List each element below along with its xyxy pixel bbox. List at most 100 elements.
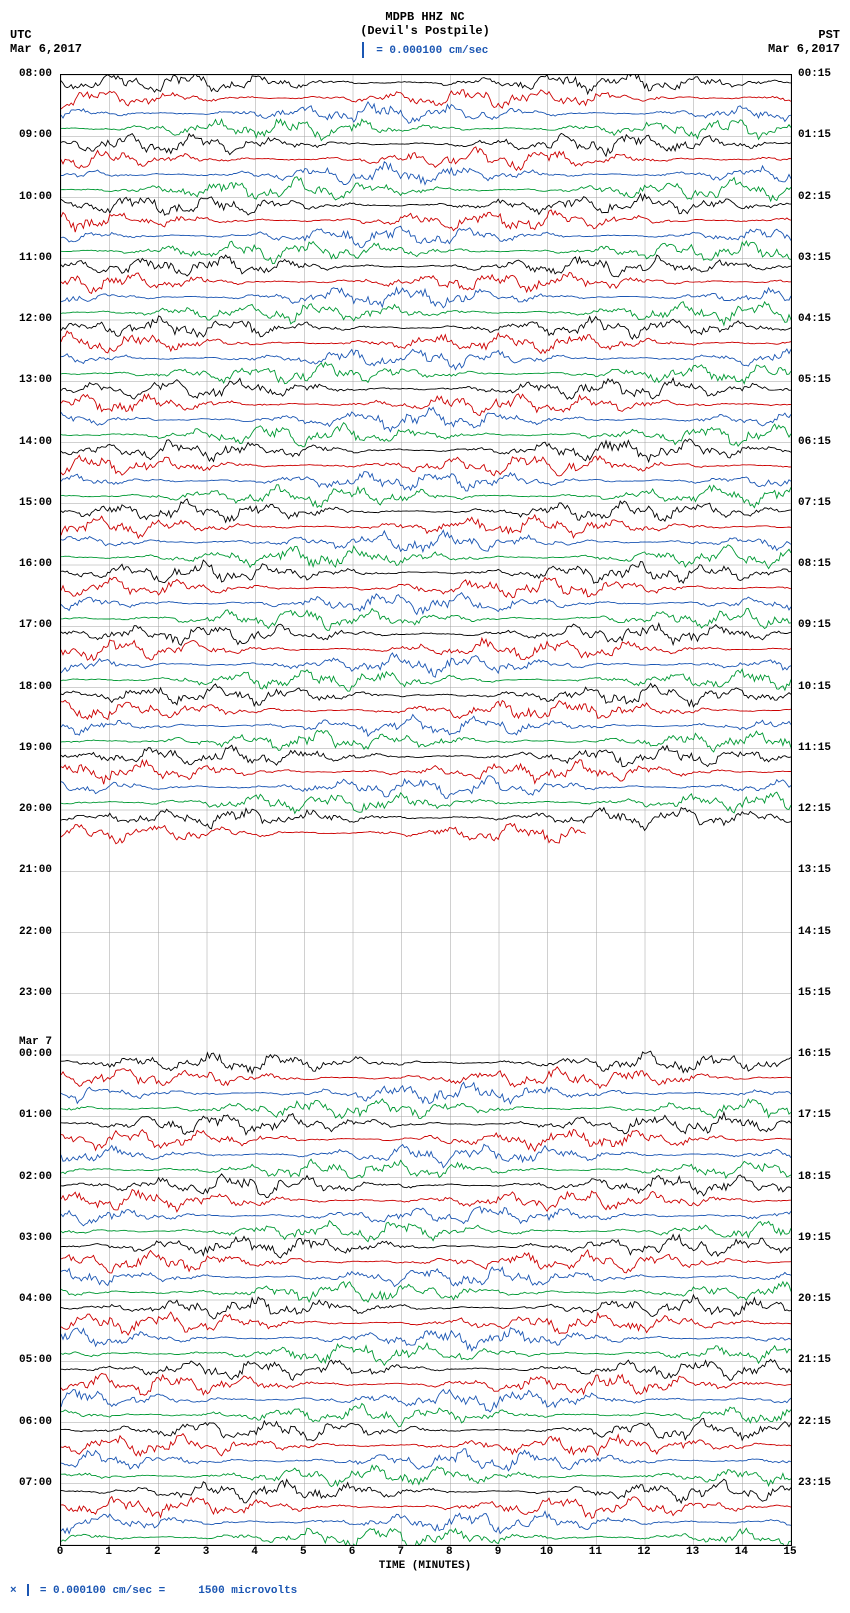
utc-hour-label: 20:00	[19, 803, 52, 815]
utc-hour-label: 19:00	[19, 742, 52, 754]
trace-line	[61, 760, 791, 784]
trace-line	[61, 288, 791, 308]
x-tick: 14	[735, 1546, 748, 1558]
trace-line	[61, 624, 791, 646]
utc-hour-label: 16:00	[19, 558, 52, 570]
pst-hour-label: 12:15	[798, 803, 831, 815]
left-time-labels: 08:0009:0010:0011:0012:0013:0014:0015:00…	[10, 74, 56, 1544]
trace-line	[61, 1235, 791, 1258]
trace-line	[61, 515, 791, 538]
trace-line	[61, 241, 791, 264]
utc-hour-label: 15:00	[19, 497, 52, 509]
trace-line	[61, 133, 791, 156]
utc-hour-label: 02:00	[19, 1171, 52, 1183]
footer-scale-suffix: 1500 microvolts	[198, 1585, 297, 1597]
pst-hour-label: 11:15	[798, 742, 831, 754]
utc-hour-label: 21:00	[19, 864, 52, 876]
trace-line	[61, 530, 791, 551]
scale-bar-icon	[362, 42, 364, 58]
x-tick: 8	[446, 1546, 453, 1558]
tz-right-label: PST	[768, 28, 840, 42]
trace-line	[61, 147, 791, 170]
pst-hour-label: 22:15	[798, 1416, 831, 1428]
tz-right: PST Mar 6,2017	[768, 28, 840, 56]
trace-line	[61, 1528, 791, 1545]
pst-hour-label: 04:15	[798, 313, 831, 325]
tz-left: UTC Mar 6,2017	[10, 28, 82, 56]
trace-line	[61, 1130, 791, 1152]
utc-hour-label: 22:00	[19, 926, 52, 938]
trace-line	[61, 1511, 791, 1533]
trace-line	[61, 1328, 791, 1351]
pst-hour-label: 09:15	[798, 619, 831, 631]
trace-line	[61, 808, 791, 831]
trace-line	[61, 776, 791, 799]
pst-hour-label: 03:15	[798, 252, 831, 264]
trace-line	[61, 1434, 791, 1456]
trace-line	[61, 1051, 791, 1073]
x-tick: 7	[397, 1546, 404, 1558]
pst-hour-label: 08:15	[798, 558, 831, 570]
footer-prefix-marker: ×	[10, 1585, 17, 1597]
trace-line	[61, 349, 791, 370]
x-tick: 1	[105, 1546, 112, 1558]
utc-hour-label: 17:00	[19, 619, 52, 631]
trace-line	[61, 1418, 791, 1441]
x-tick: 12	[637, 1546, 650, 1558]
footer-scale: × = 0.000100 cm/sec = 1500 microvolts	[10, 1584, 840, 1597]
trace-line	[61, 1390, 791, 1412]
pst-hour-label: 01:15	[798, 129, 831, 141]
trace-line	[61, 1295, 791, 1319]
trace-line	[61, 1465, 791, 1486]
trace-line	[61, 499, 791, 522]
location-line: (Devil's Postpile)	[10, 24, 840, 38]
helicorder-svg	[61, 75, 791, 1545]
trace-line	[61, 331, 791, 353]
x-tick: 3	[203, 1546, 210, 1558]
right-time-labels: 00:1501:1502:1503:1504:1505:1506:1507:15…	[794, 74, 840, 1544]
trace-line	[61, 1159, 791, 1178]
trace-line	[61, 1343, 791, 1365]
trace-line	[61, 638, 791, 660]
utc-hour-label: 04:00	[19, 1293, 52, 1305]
pst-hour-label: 15:15	[798, 987, 831, 999]
pst-hour-label: 02:15	[798, 191, 831, 203]
x-axis: TIME (MINUTES) 0123456789101112131415	[60, 1546, 790, 1576]
trace-line	[61, 669, 791, 691]
trace-line	[61, 194, 791, 215]
trace-line	[61, 1479, 791, 1503]
pst-hour-label: 19:15	[798, 1232, 831, 1244]
trace-line	[61, 1082, 791, 1103]
trace-line	[61, 407, 791, 431]
utc-hour-label: 05:00	[19, 1354, 52, 1366]
utc-hour-label: 14:00	[19, 436, 52, 448]
trace-line	[61, 1144, 791, 1167]
day-break-label: Mar 7	[19, 1036, 52, 1048]
utc-hour-label: 03:00	[19, 1232, 52, 1244]
tz-left-label: UTC	[10, 28, 82, 42]
trace-line	[61, 608, 791, 630]
trace-line	[61, 455, 791, 476]
trace-line	[61, 362, 791, 383]
helicorder-plot	[60, 74, 792, 1546]
pst-hour-label: 16:15	[798, 1048, 831, 1060]
utc-hour-label: 00:00	[19, 1048, 52, 1060]
trace-line	[61, 102, 791, 123]
seismogram-container: UTC Mar 6,2017 PST Mar 6,2017 MDPB HHZ N…	[10, 10, 840, 1597]
x-tick: 9	[495, 1546, 502, 1558]
x-tick: 5	[300, 1546, 307, 1558]
x-tick: 4	[251, 1546, 258, 1558]
trace-line	[61, 824, 586, 844]
x-axis-label: TIME (MINUTES)	[379, 1560, 471, 1572]
header: UTC Mar 6,2017 PST Mar 6,2017 MDPB HHZ N…	[10, 10, 840, 70]
footer-scale-prefix: = 0.000100 cm/sec =	[40, 1585, 165, 1597]
pst-hour-label: 21:15	[798, 1354, 831, 1366]
scale-line: = 0.000100 cm/sec	[10, 42, 840, 58]
trace-line	[61, 1099, 791, 1119]
x-tick: 11	[589, 1546, 602, 1558]
trace-line	[61, 75, 791, 94]
utc-hour-label: 10:00	[19, 191, 52, 203]
trace-line	[61, 1373, 791, 1395]
trace-line	[61, 226, 791, 248]
trace-line	[61, 255, 791, 277]
